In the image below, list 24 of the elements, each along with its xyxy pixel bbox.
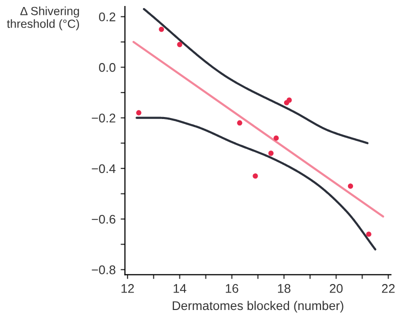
point — [252, 173, 258, 179]
x-axis-title: Dermatomes blocked (number) — [172, 300, 344, 313]
x-tick-label: 12 — [122, 284, 134, 293]
x-tick-label: 20 — [330, 284, 343, 293]
x-tick-label: 16 — [226, 284, 238, 293]
point — [274, 135, 279, 141]
y-tick-label: −0.8 — [92, 265, 116, 274]
point — [348, 184, 354, 189]
x-tick-label: 22 — [382, 284, 395, 293]
point — [237, 120, 242, 126]
x-tick-label: 14 — [174, 284, 186, 293]
point — [286, 98, 292, 103]
point — [136, 110, 142, 116]
x-tick-label: 18 — [278, 284, 290, 293]
point — [366, 232, 372, 237]
y-tick-label: −0.6 — [92, 214, 116, 224]
y-tick-label: 0.0 — [99, 63, 116, 72]
point — [158, 26, 164, 32]
y-axis-title: Δ Shivering threshold (°C) — [6, 6, 79, 30]
point — [177, 42, 182, 48]
y-tick-label: −0.4 — [92, 164, 116, 174]
y-tick-label: −0.2 — [92, 114, 116, 122]
point — [268, 150, 274, 156]
y-tick-label: 0.2 — [99, 12, 116, 22]
